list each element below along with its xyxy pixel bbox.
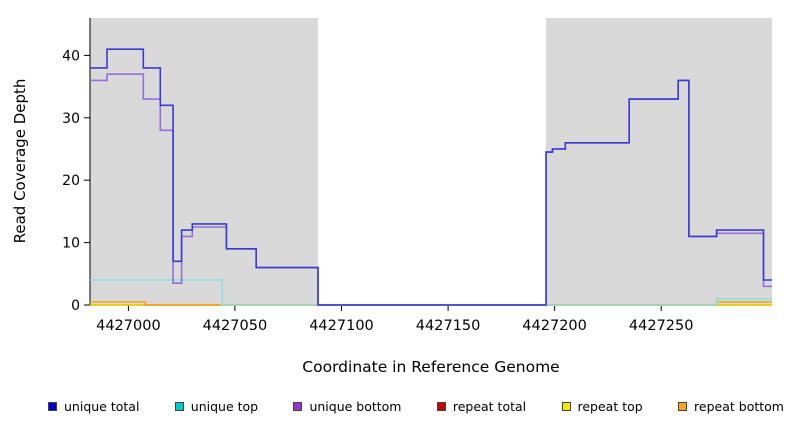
legend-item-unique-total: unique total — [48, 399, 139, 414]
legend-swatch-repeat-top — [561, 402, 571, 411]
legend-label: repeat total — [452, 399, 527, 414]
x-axis-title: Coordinate in Reference Genome — [302, 358, 560, 376]
legend-item-repeat-top: repeat top — [561, 399, 643, 414]
legend-label: repeat top — [577, 399, 643, 414]
x-tick-label: 4427100 — [309, 318, 374, 334]
legend-label: unique top — [190, 399, 259, 414]
y-tick-label: 20 — [62, 173, 80, 189]
x-tick-label: 4427200 — [522, 318, 587, 334]
legend-item-unique-bottom: unique bottom — [293, 399, 402, 414]
legend-swatch-repeat-total — [436, 402, 446, 411]
legend-label: unique total — [64, 399, 140, 414]
x-tick-label: 4427000 — [96, 318, 161, 334]
legend-item-repeat-total: repeat total — [436, 399, 527, 414]
legend-swatch-unique-top — [174, 402, 184, 411]
x-tick-label: 4427050 — [203, 318, 268, 334]
legend-swatch-unique-total — [48, 402, 57, 411]
legend: unique total unique top unique bottom repea… — [48, 399, 784, 414]
legend-label: unique bottom — [309, 399, 402, 414]
legend-swatch-unique-bottom — [293, 402, 303, 411]
y-tick-label: 10 — [62, 236, 80, 252]
y-tick-label: 40 — [62, 48, 80, 64]
shaded-region — [90, 18, 318, 305]
legend-item-repeat-bottom: repeat bottom — [678, 399, 784, 414]
shaded-region — [546, 18, 772, 305]
series-unique-total — [90, 48, 772, 306]
legend-swatch-repeat-bottom — [678, 402, 688, 411]
y-axis-title: Read Coverage Depth — [11, 78, 29, 244]
plot-area: 0 10 20 30 40 4427000 4427050 4427100 4427150 442… — [62, 18, 772, 334]
y-tick-label: 30 — [62, 111, 80, 127]
legend-item-unique-top: unique top — [174, 399, 259, 414]
x-tick-label: 4427250 — [629, 318, 694, 334]
x-tick-label: 4427150 — [416, 318, 481, 334]
y-tick-label: 0 — [71, 298, 80, 314]
legend-label: repeat bottom — [694, 399, 784, 414]
